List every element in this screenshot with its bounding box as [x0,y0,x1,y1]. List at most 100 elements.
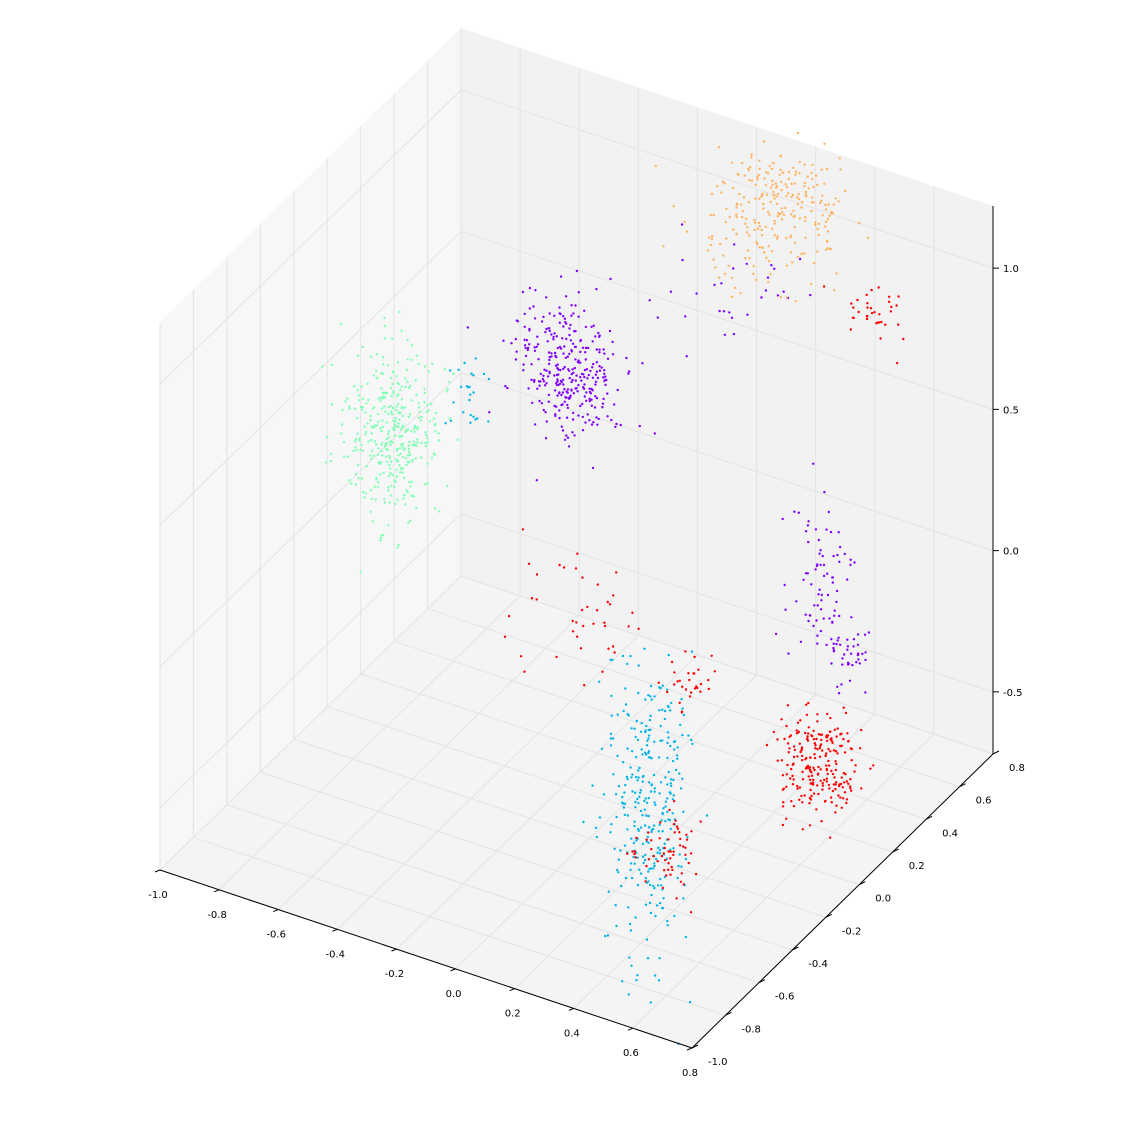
data-point [801,759,804,762]
data-point [725,207,728,210]
data-point [577,359,580,362]
data-point [613,403,616,406]
data-point [637,627,640,630]
data-point [663,846,666,850]
data-point [405,428,408,432]
data-point [688,678,691,682]
data-point [523,312,526,316]
data-point [667,850,670,853]
data-point [781,517,784,521]
data-point [588,397,591,400]
data-point [807,701,810,705]
data-point [647,831,650,834]
data-point [667,770,670,774]
data-point [837,636,840,639]
data-point [563,387,566,391]
data-point [834,197,837,200]
data-point [836,685,839,688]
data-point [805,766,809,770]
data-point [502,339,505,342]
x-tick [568,1007,574,1011]
data-point [385,438,388,441]
data-point [357,477,360,480]
data-point [580,608,584,612]
data-point [356,389,359,392]
data-point [402,448,405,452]
data-point [723,333,727,336]
data-point [798,798,801,801]
data-point [842,653,846,656]
data-point [474,357,477,360]
data-point [388,467,392,470]
data-point [601,670,604,673]
data-point [391,382,394,386]
data-point [788,747,791,750]
data-point [672,778,675,782]
data-point [607,890,610,893]
data-point [780,718,783,721]
data-point [849,652,853,655]
data-point [463,361,466,365]
data-point [609,744,613,747]
data-point [849,558,852,561]
data-point [504,384,507,388]
data-point [820,593,823,597]
data-point [649,1001,652,1004]
data-point [811,783,815,786]
data-point [582,387,586,390]
data-point [341,423,344,426]
data-point [398,310,401,314]
data-point [557,373,560,376]
data-point [669,744,672,748]
data-point [748,257,751,260]
data-point [853,561,856,564]
x-tick [627,1027,634,1031]
data-point [810,771,813,774]
data-point [818,588,821,591]
data-point [842,771,846,775]
data-point [410,399,413,402]
data-point [813,742,816,745]
data-point [830,769,833,773]
data-point [671,868,674,872]
data-point [326,436,329,439]
data-point [607,647,610,650]
data-point [672,748,676,751]
data-point [813,604,816,607]
data-point [798,786,802,789]
data-point [538,399,541,403]
data-point [535,345,538,348]
data-point [653,864,656,868]
data-point [550,352,553,355]
data-point [571,619,574,623]
data-point [804,572,808,575]
data-point [825,780,828,783]
data-point [417,363,420,366]
data-point [837,200,840,203]
data-point [807,540,810,544]
tick-label: 0.6 [623,1048,639,1059]
data-point [664,805,667,808]
data-point [779,154,782,157]
data-point [407,386,411,390]
data-point [829,716,832,720]
data-point [645,724,648,728]
data-point [360,385,363,388]
data-point [360,408,364,411]
data-point [667,736,670,739]
data-point [583,368,587,372]
data-point [657,830,660,833]
data-point [631,773,634,776]
data-point [829,530,833,534]
data-point [712,258,715,261]
data-point [570,314,573,317]
data-point [760,234,764,237]
data-point [628,922,632,926]
data-point [594,373,598,376]
data-point [361,397,365,400]
data-point [660,884,663,887]
data-point [558,321,561,324]
data-point [398,471,402,474]
data-point [377,481,380,484]
tick-label: -0.5 [1003,688,1023,699]
